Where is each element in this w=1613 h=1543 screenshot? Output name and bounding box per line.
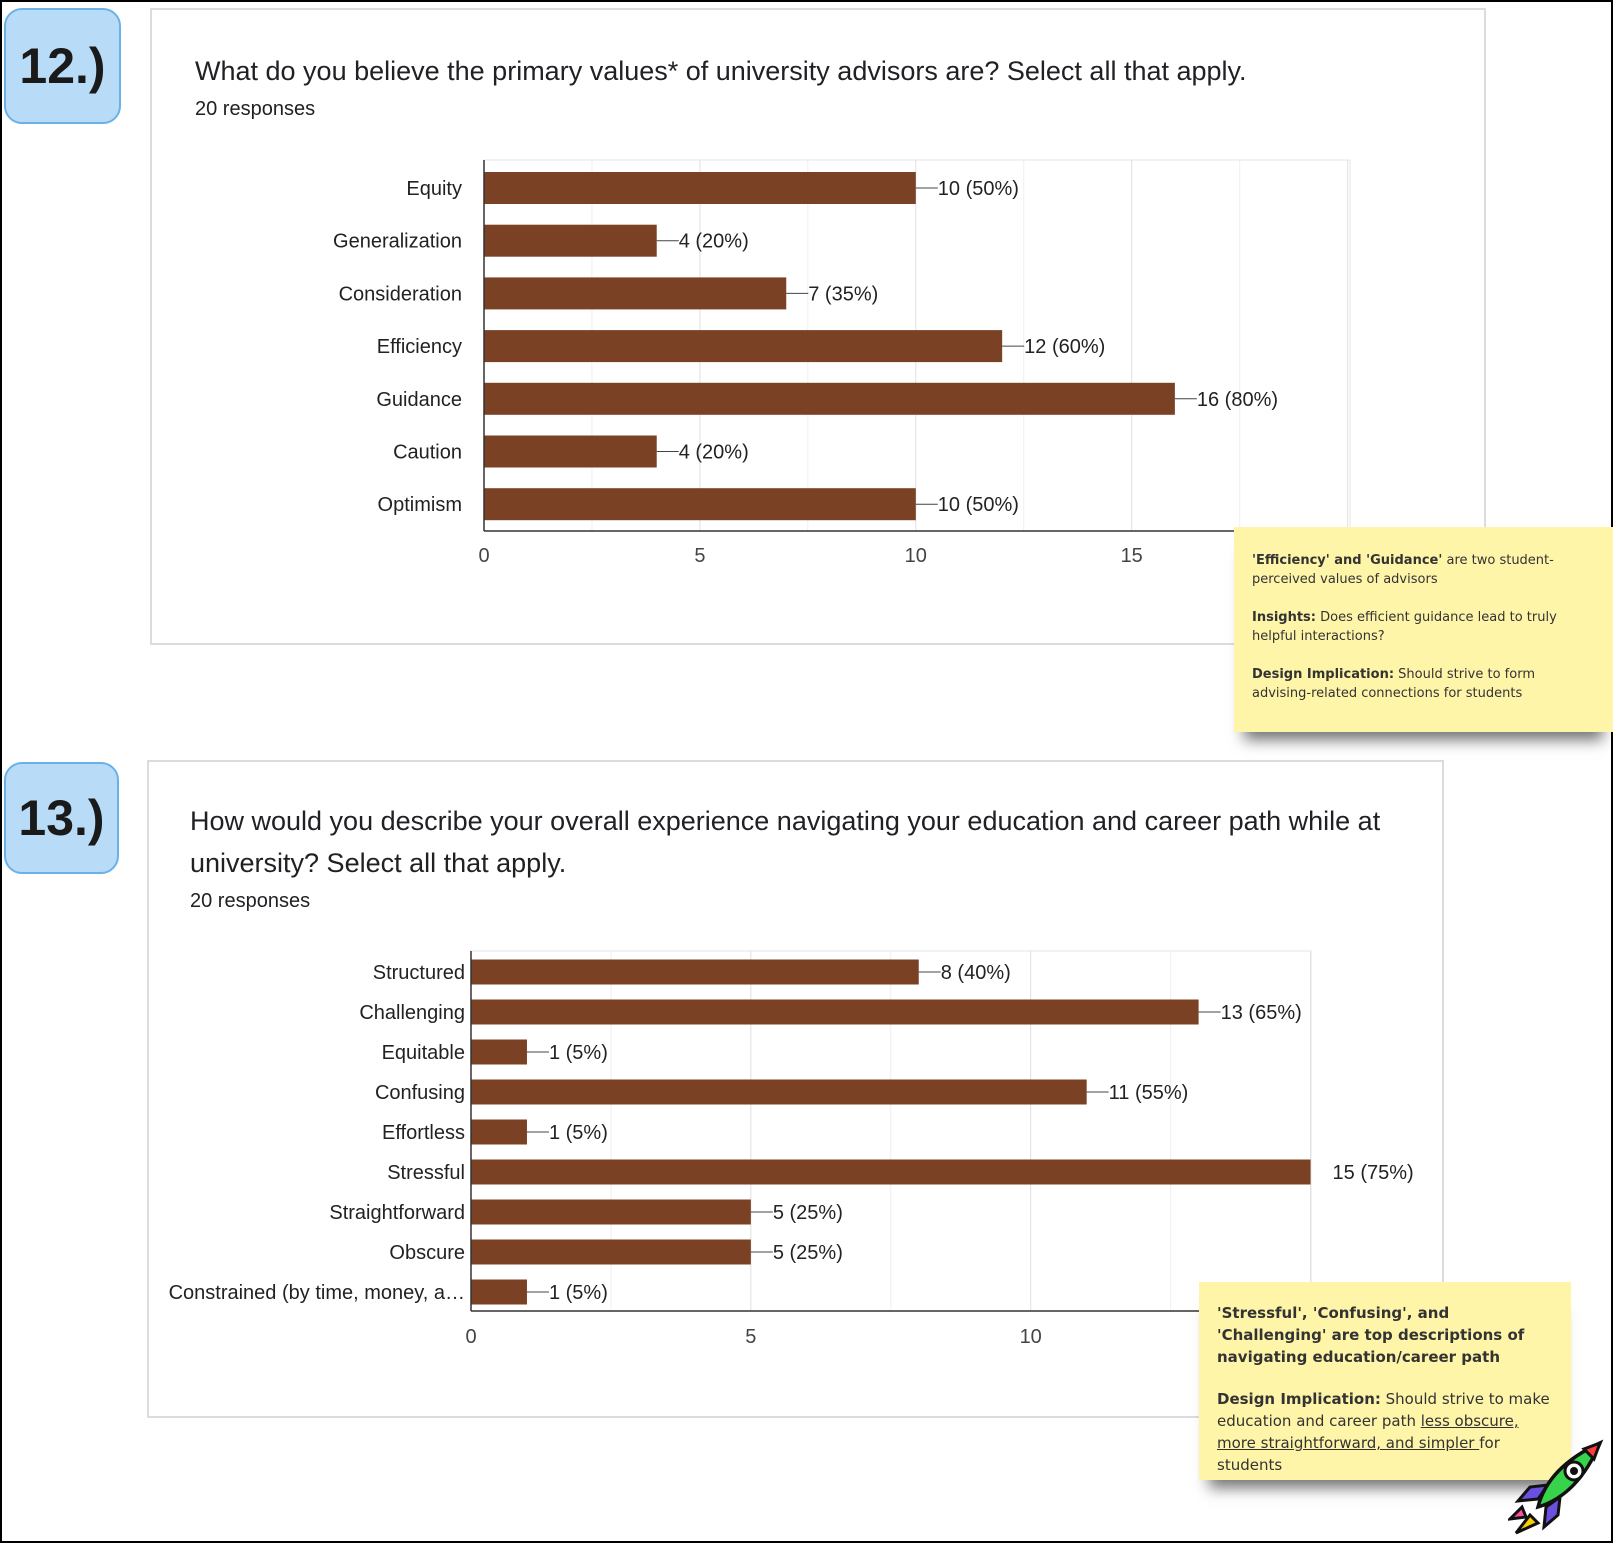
note1-insights-label: Insights: [1252,610,1316,625]
note1-insights: Insights: Does efficient guidance lead t… [1252,608,1597,646]
category-label: Efficiency [377,336,462,358]
category-label: Guidance [376,389,462,411]
response-count-12: 20 responses [195,98,316,120]
bar [471,1079,1087,1105]
category-label: Obscure [389,1242,465,1264]
note2-design-label: Design Implication: [1217,1390,1381,1408]
data-label: 7 (35%) [808,283,878,305]
question-title-13: How would you describe your overall expe… [190,800,1380,884]
note1-headline-bold: 'Efficiency' and 'Guidance' [1252,553,1443,568]
bar [471,1279,527,1305]
data-label: 4 (20%) [679,231,749,253]
bar [484,435,657,468]
data-label: 10 (50%) [938,178,1019,200]
data-label: 11 (55%) [1109,1082,1189,1104]
sticky-note-q12: 'Efficiency' and 'Guidance' are two stud… [1234,527,1613,732]
rocket-icon [1508,1439,1604,1535]
category-label: Generalization [333,231,462,253]
data-label: 13 (65%) [1221,1002,1302,1024]
bar [471,1039,527,1065]
data-label: 1 (5%) [549,1042,608,1064]
data-label: 1 (5%) [549,1282,608,1304]
data-label: 16 (80%) [1197,389,1278,411]
bar [471,1199,751,1225]
note2-design-text-2: for students [1217,1434,1500,1474]
bar [471,959,919,985]
tick-label: 0 [478,545,489,567]
category-label: Confusing [375,1082,465,1104]
note1-design-text: Should strive to form advising-related c… [1252,667,1535,701]
bar [484,277,787,310]
question-title-13-line2: university? Select all that apply. [190,848,567,878]
category-label: Consideration [339,283,462,305]
bar [484,172,916,204]
category-label: Effortless [382,1122,465,1144]
bar [484,224,657,257]
data-label: 8 (40%) [941,962,1011,984]
data-label: 12 (60%) [1024,336,1105,358]
question-title-12: What do you believe the primary values* … [195,56,1247,86]
category-label: Optimism [378,494,462,516]
note1-design-label: Design Implication: [1252,667,1395,682]
category-label: Equitable [382,1042,465,1064]
category-label: Stressful [387,1162,465,1184]
bar [484,382,1175,415]
tick-label: 10 [905,545,927,567]
bar [471,1239,751,1265]
data-label: 10 (50%) [938,494,1019,516]
note2-design-text-underlined: less obscure, more straightforward, and … [1217,1412,1519,1452]
category-label: Challenging [359,1002,465,1024]
question-title-13-line1: How would you describe your overall expe… [190,806,1381,836]
data-label: 1 (5%) [549,1122,608,1144]
response-count-13: 20 responses [190,890,311,912]
bar [484,330,1003,363]
data-label: 5 (25%) [773,1202,843,1224]
note2-design-text-1: Should strive to make education and care… [1217,1390,1550,1430]
tick-label: 15 [1121,545,1143,567]
tick-label: 0 [465,1326,476,1348]
note2-headline: 'Stressful', 'Confusing', and 'Challengi… [1217,1304,1525,1366]
category-label: Constrained (by time, money, a… [169,1282,465,1304]
data-label: 5 (25%) [773,1242,843,1264]
bar [471,1159,1311,1185]
question-badge-12: 12.) [4,8,121,124]
bar [471,999,1199,1025]
category-label: Equity [406,178,462,200]
data-label: 15 (75%) [1333,1162,1414,1184]
tick-label: 10 [1020,1326,1042,1348]
note1-design: Design Implication: Should strive to for… [1252,665,1597,703]
note1-insights-text: Does efficient guidance lead to truly he… [1252,610,1557,644]
category-label: Straightforward [329,1202,465,1224]
note2-design: Design Implication: Should strive to mak… [1217,1388,1553,1476]
note1-headline: 'Efficiency' and 'Guidance' are two stud… [1252,551,1597,589]
data-label: 4 (20%) [679,442,749,464]
bar [471,1119,527,1145]
category-label: Structured [373,962,465,984]
tick-label: 5 [694,545,705,567]
tick-label: 5 [745,1326,756,1348]
bar [484,488,916,521]
sticky-note-q13: 'Stressful', 'Confusing', and 'Challengi… [1199,1282,1571,1480]
category-label: Caution [393,442,462,464]
note1-headline-rest: are two student-perceived values of advi… [1252,553,1554,587]
question-badge-13: 13.) [4,762,119,874]
